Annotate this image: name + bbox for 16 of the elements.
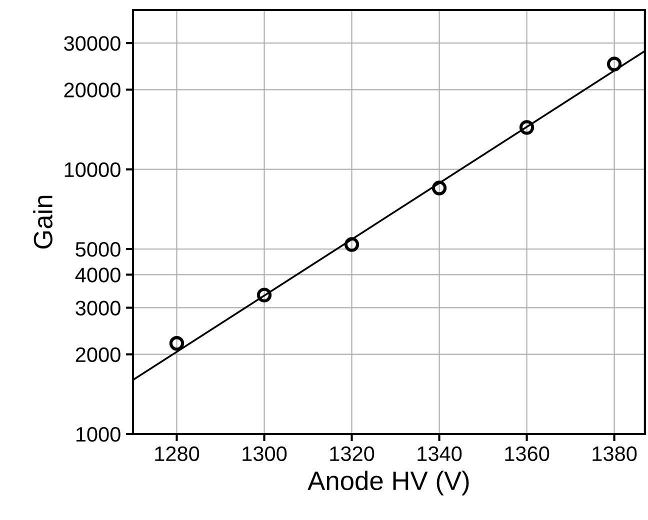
x-tick-label: 1360 xyxy=(505,446,550,462)
y-tick-label: 30000 xyxy=(64,36,120,51)
y-tick-label: 4000 xyxy=(75,268,120,282)
y-tick-label: 5000 xyxy=(76,242,120,257)
y-tick-label: 20000 xyxy=(64,82,120,98)
x-tick-label: 1280 xyxy=(155,446,200,462)
y-tick-label: 10000 xyxy=(64,162,120,178)
x-tick-label: 1340 xyxy=(418,446,462,462)
y-tick-label: 3000 xyxy=(76,300,120,316)
x-tick-label: 1320 xyxy=(330,446,374,462)
y-tick-label: 1000 xyxy=(76,427,120,442)
y-axis-title: Gain xyxy=(33,196,52,249)
x-axis-title: Anode HV (V) xyxy=(308,470,469,496)
y-tick-label: 2000 xyxy=(76,347,120,362)
x-tick-label: 1300 xyxy=(242,446,287,462)
x-tick-label: 1380 xyxy=(592,446,637,462)
